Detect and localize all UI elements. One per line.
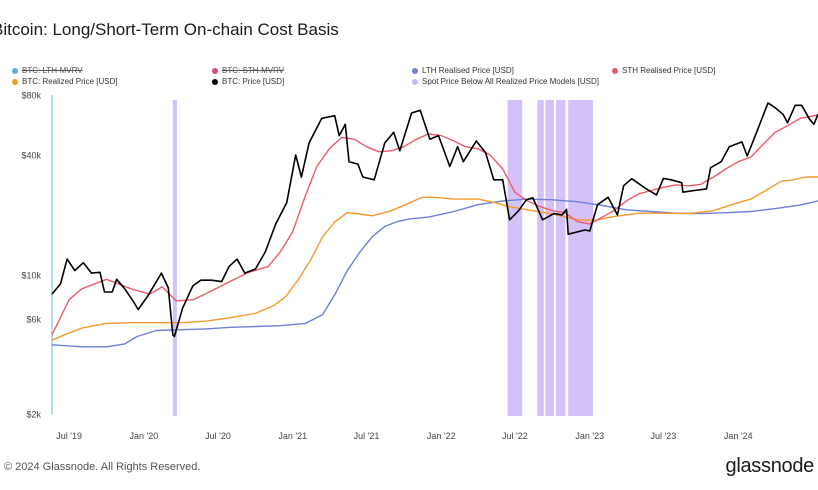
series-line-btc-price xyxy=(51,102,818,338)
y-tick-label: $6k xyxy=(26,315,41,325)
legend-dot-icon xyxy=(12,67,18,74)
series-line-lth-price xyxy=(51,198,818,348)
x-tick-label: Jul '21 xyxy=(354,431,380,441)
legend-dot-icon xyxy=(212,78,218,85)
brand-logo: glassnode xyxy=(725,455,815,477)
y-tick-label: $10k xyxy=(21,270,41,280)
legend-item-lth-mvrv[interactable]: BTC: LTH-MVRV xyxy=(12,66,83,75)
legend-item-lth-price[interactable]: LTH Realised Price [USD] xyxy=(412,66,514,75)
legend-item-btc-price[interactable]: BTC: Price [USD] xyxy=(212,77,284,86)
below-all-bar xyxy=(545,100,554,416)
below-all-bar xyxy=(556,100,566,416)
below-all-bar xyxy=(507,100,523,416)
below-all-bar xyxy=(537,100,544,416)
y-tick-label: $2k xyxy=(26,410,41,420)
legend-dot-icon xyxy=(412,78,418,85)
legend: BTC: LTH-MVRV BTC: STH-MVRV LTH Realised… xyxy=(0,66,818,90)
legend-item-realized-price[interactable]: BTC: Realized Price [USD] xyxy=(12,77,118,86)
legend-item-sth-mvrv[interactable]: BTC: STH-MVRV xyxy=(212,66,284,75)
y-tick-label: $40k xyxy=(21,150,41,160)
x-tick-label: Jan '23 xyxy=(575,431,604,441)
x-tick-label: Jan '24 xyxy=(724,431,753,441)
legend-dot-icon xyxy=(412,67,418,74)
x-tick-label: Jul '20 xyxy=(205,431,231,441)
legend-dot-icon xyxy=(612,67,618,74)
below-all-bar xyxy=(568,100,593,416)
series-line-realized-price xyxy=(51,176,818,341)
legend-item-sth-price[interactable]: STH Realised Price [USD] xyxy=(612,66,715,75)
x-tick-label: Jan '20 xyxy=(130,431,159,441)
legend-dot-icon xyxy=(12,78,18,85)
x-tick-label: Jan '22 xyxy=(427,431,456,441)
x-tick-label: Jul '19 xyxy=(56,431,82,441)
x-tick-label: Jan '21 xyxy=(278,431,307,441)
y-axis-ticks: $2k $6k $10k $40k $80k xyxy=(21,91,41,420)
x-axis-ticks: Jul '19 Jan '20 Jul '20 Jan '21 Jul '21 Jan '… xyxy=(56,431,752,441)
chart: $2k $6k $10k $40k $80k Jul '19 Jan '20 Jul '20… xyxy=(21,91,818,441)
below-all-bars xyxy=(172,100,593,416)
legend-item-below-all[interactable]: Spot Price Below All Realized Price Mode… xyxy=(412,77,599,86)
series-line-sth-price xyxy=(51,114,818,336)
below-all-bar xyxy=(172,100,177,416)
x-tick-label: Jul '22 xyxy=(502,431,528,441)
chart-title: Bitcoin: Long/Short-Term On-chain Cost B… xyxy=(0,20,339,39)
legend-dot-icon xyxy=(212,67,218,74)
copyright: © 2024 Glassnode. All Rights Reserved. xyxy=(4,461,201,473)
y-tick-label: $80k xyxy=(21,91,41,101)
series-lines xyxy=(51,102,818,348)
x-tick-label: Jul '23 xyxy=(651,431,677,441)
